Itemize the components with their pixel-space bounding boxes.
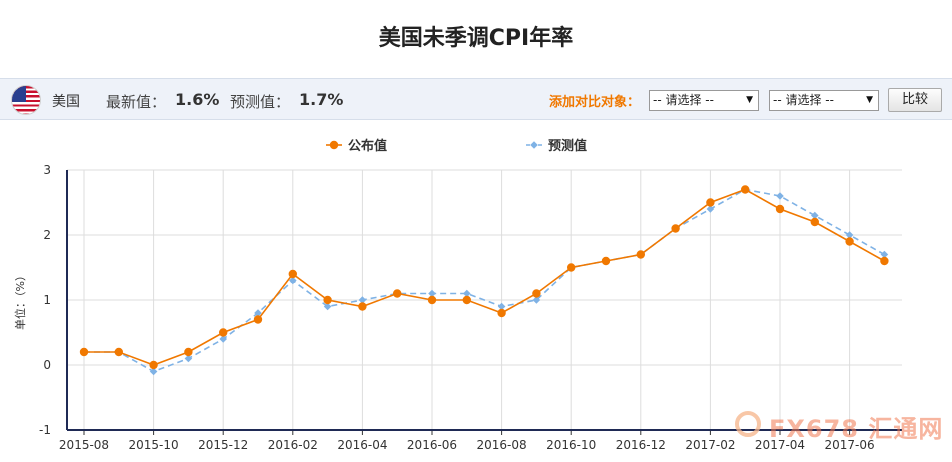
y-tick-label: -1 bbox=[39, 423, 51, 437]
x-tick-label: 2017-06 bbox=[825, 438, 875, 452]
x-tick-label: 2015-08 bbox=[59, 438, 109, 452]
x-tick-label: 2015-12 bbox=[198, 438, 248, 452]
y-tick-label: 2 bbox=[43, 228, 51, 242]
y-tick-label: 3 bbox=[43, 163, 51, 177]
series-line-1 bbox=[84, 188, 885, 373]
forecast-value: 1.7% bbox=[299, 90, 344, 109]
data-point-actual bbox=[219, 328, 228, 337]
x-tick-label: 2016-04 bbox=[337, 438, 387, 452]
data-point-forecast bbox=[706, 205, 715, 213]
data-point-forecast bbox=[149, 367, 158, 376]
data-point-actual bbox=[497, 308, 506, 318]
data-point-actual bbox=[601, 256, 611, 266]
cpi-line-chart: -1 0 1 2 3 2015-08 2015-10 2015-12 2016-02 2016-0… bbox=[13, 138, 902, 452]
y-axis-label: 单位：（%） bbox=[13, 270, 27, 330]
chevron-down-icon: ▼ bbox=[746, 95, 753, 105]
data-point-actual bbox=[288, 269, 297, 279]
data-point-actual bbox=[358, 302, 367, 311]
data-point-actual bbox=[427, 295, 437, 305]
data-point-actual bbox=[323, 295, 332, 305]
us-flag-icon bbox=[11, 85, 41, 115]
series-line-0 bbox=[84, 188, 885, 366]
data-point-forecast bbox=[323, 302, 332, 311]
data-point-actual bbox=[532, 289, 541, 298]
data-point-actual bbox=[810, 217, 819, 227]
legend-label-0: 公布值 bbox=[348, 138, 387, 154]
data-point-actual bbox=[253, 315, 263, 324]
data-point-actual bbox=[706, 198, 715, 207]
data-point-forecast bbox=[776, 192, 784, 200]
latest-value-label: 最新值： bbox=[106, 93, 167, 111]
data-point-actual bbox=[149, 360, 158, 370]
x-tick-label: 2016-12 bbox=[616, 438, 666, 452]
x-tick-label: 2016-02 bbox=[268, 438, 318, 452]
data-point-forecast bbox=[532, 296, 541, 304]
data-point-forecast bbox=[289, 276, 297, 285]
compare-label: 添加对比对象： bbox=[549, 95, 641, 110]
data-point-actual bbox=[741, 185, 750, 194]
watermark-text: FX678 汇通网 bbox=[769, 415, 944, 443]
chevron-down-icon: ▼ bbox=[866, 95, 873, 105]
data-point-actual bbox=[880, 256, 889, 266]
data-point-actual bbox=[671, 224, 680, 233]
page-title: 美国未季调CPI年率 bbox=[378, 26, 574, 51]
data-point-forecast bbox=[358, 296, 367, 304]
x-tick-label: 2017-02 bbox=[685, 438, 735, 452]
legend-label-1: 预测值 bbox=[548, 138, 587, 154]
legend-marker-actual bbox=[329, 140, 339, 150]
legend-marker-forecast bbox=[530, 141, 538, 149]
country-name: 美国 bbox=[52, 94, 80, 110]
data-point-forecast bbox=[463, 289, 471, 298]
watermark: FX678 汇通网 bbox=[735, 407, 945, 443]
data-point-actual bbox=[775, 204, 785, 214]
data-point-actual bbox=[462, 295, 471, 305]
data-point-forecast bbox=[845, 231, 854, 239]
data-point-actual bbox=[636, 250, 645, 259]
forecast-value-label: 预测值： bbox=[230, 93, 291, 111]
y-tick-label: 1 bbox=[43, 293, 51, 307]
x-tick-label: 2016-10 bbox=[546, 438, 596, 452]
info-bar: 美国 最新值： 1.6% 预测值： 1.7% 添加对比对象： -- 请选择 --… bbox=[0, 78, 952, 120]
x-tick-label: 2016-08 bbox=[477, 438, 527, 452]
compare-select-1[interactable]: -- 请选择 -- ▼ bbox=[649, 90, 759, 111]
chart-area: -1 0 1 2 3 2015-08 2015-10 2015-12 2016-02 2016-0… bbox=[0, 121, 952, 462]
data-point-actual bbox=[393, 289, 402, 298]
fx678-logo-icon bbox=[735, 411, 761, 437]
data-point-forecast bbox=[497, 302, 506, 311]
data-point-actual bbox=[567, 263, 576, 272]
data-point-forecast bbox=[219, 335, 227, 343]
compare-select-2[interactable]: -- 请选择 -- ▼ bbox=[769, 90, 879, 111]
data-point-forecast bbox=[880, 250, 889, 259]
compare-select-1-value: -- 请选择 -- bbox=[653, 93, 714, 107]
y-tick-label: 0 bbox=[43, 358, 51, 372]
compare-select-2-value: -- 请选择 -- bbox=[773, 93, 834, 107]
latest-value: 1.6% bbox=[175, 90, 220, 109]
data-point-actual bbox=[114, 347, 124, 357]
x-tick-label: 2017-04 bbox=[755, 438, 805, 452]
data-point-forecast bbox=[428, 289, 436, 298]
data-point-forecast bbox=[811, 211, 819, 220]
x-tick-label: 2015-10 bbox=[129, 438, 179, 452]
data-point-actual bbox=[79, 347, 89, 357]
data-point-actual bbox=[184, 347, 193, 357]
data-point-forecast bbox=[184, 354, 193, 363]
compare-button[interactable]: 比较 bbox=[888, 88, 942, 112]
data-point-forecast bbox=[254, 309, 262, 317]
x-tick-label: 2016-06 bbox=[407, 438, 457, 452]
data-point-actual bbox=[845, 237, 854, 246]
